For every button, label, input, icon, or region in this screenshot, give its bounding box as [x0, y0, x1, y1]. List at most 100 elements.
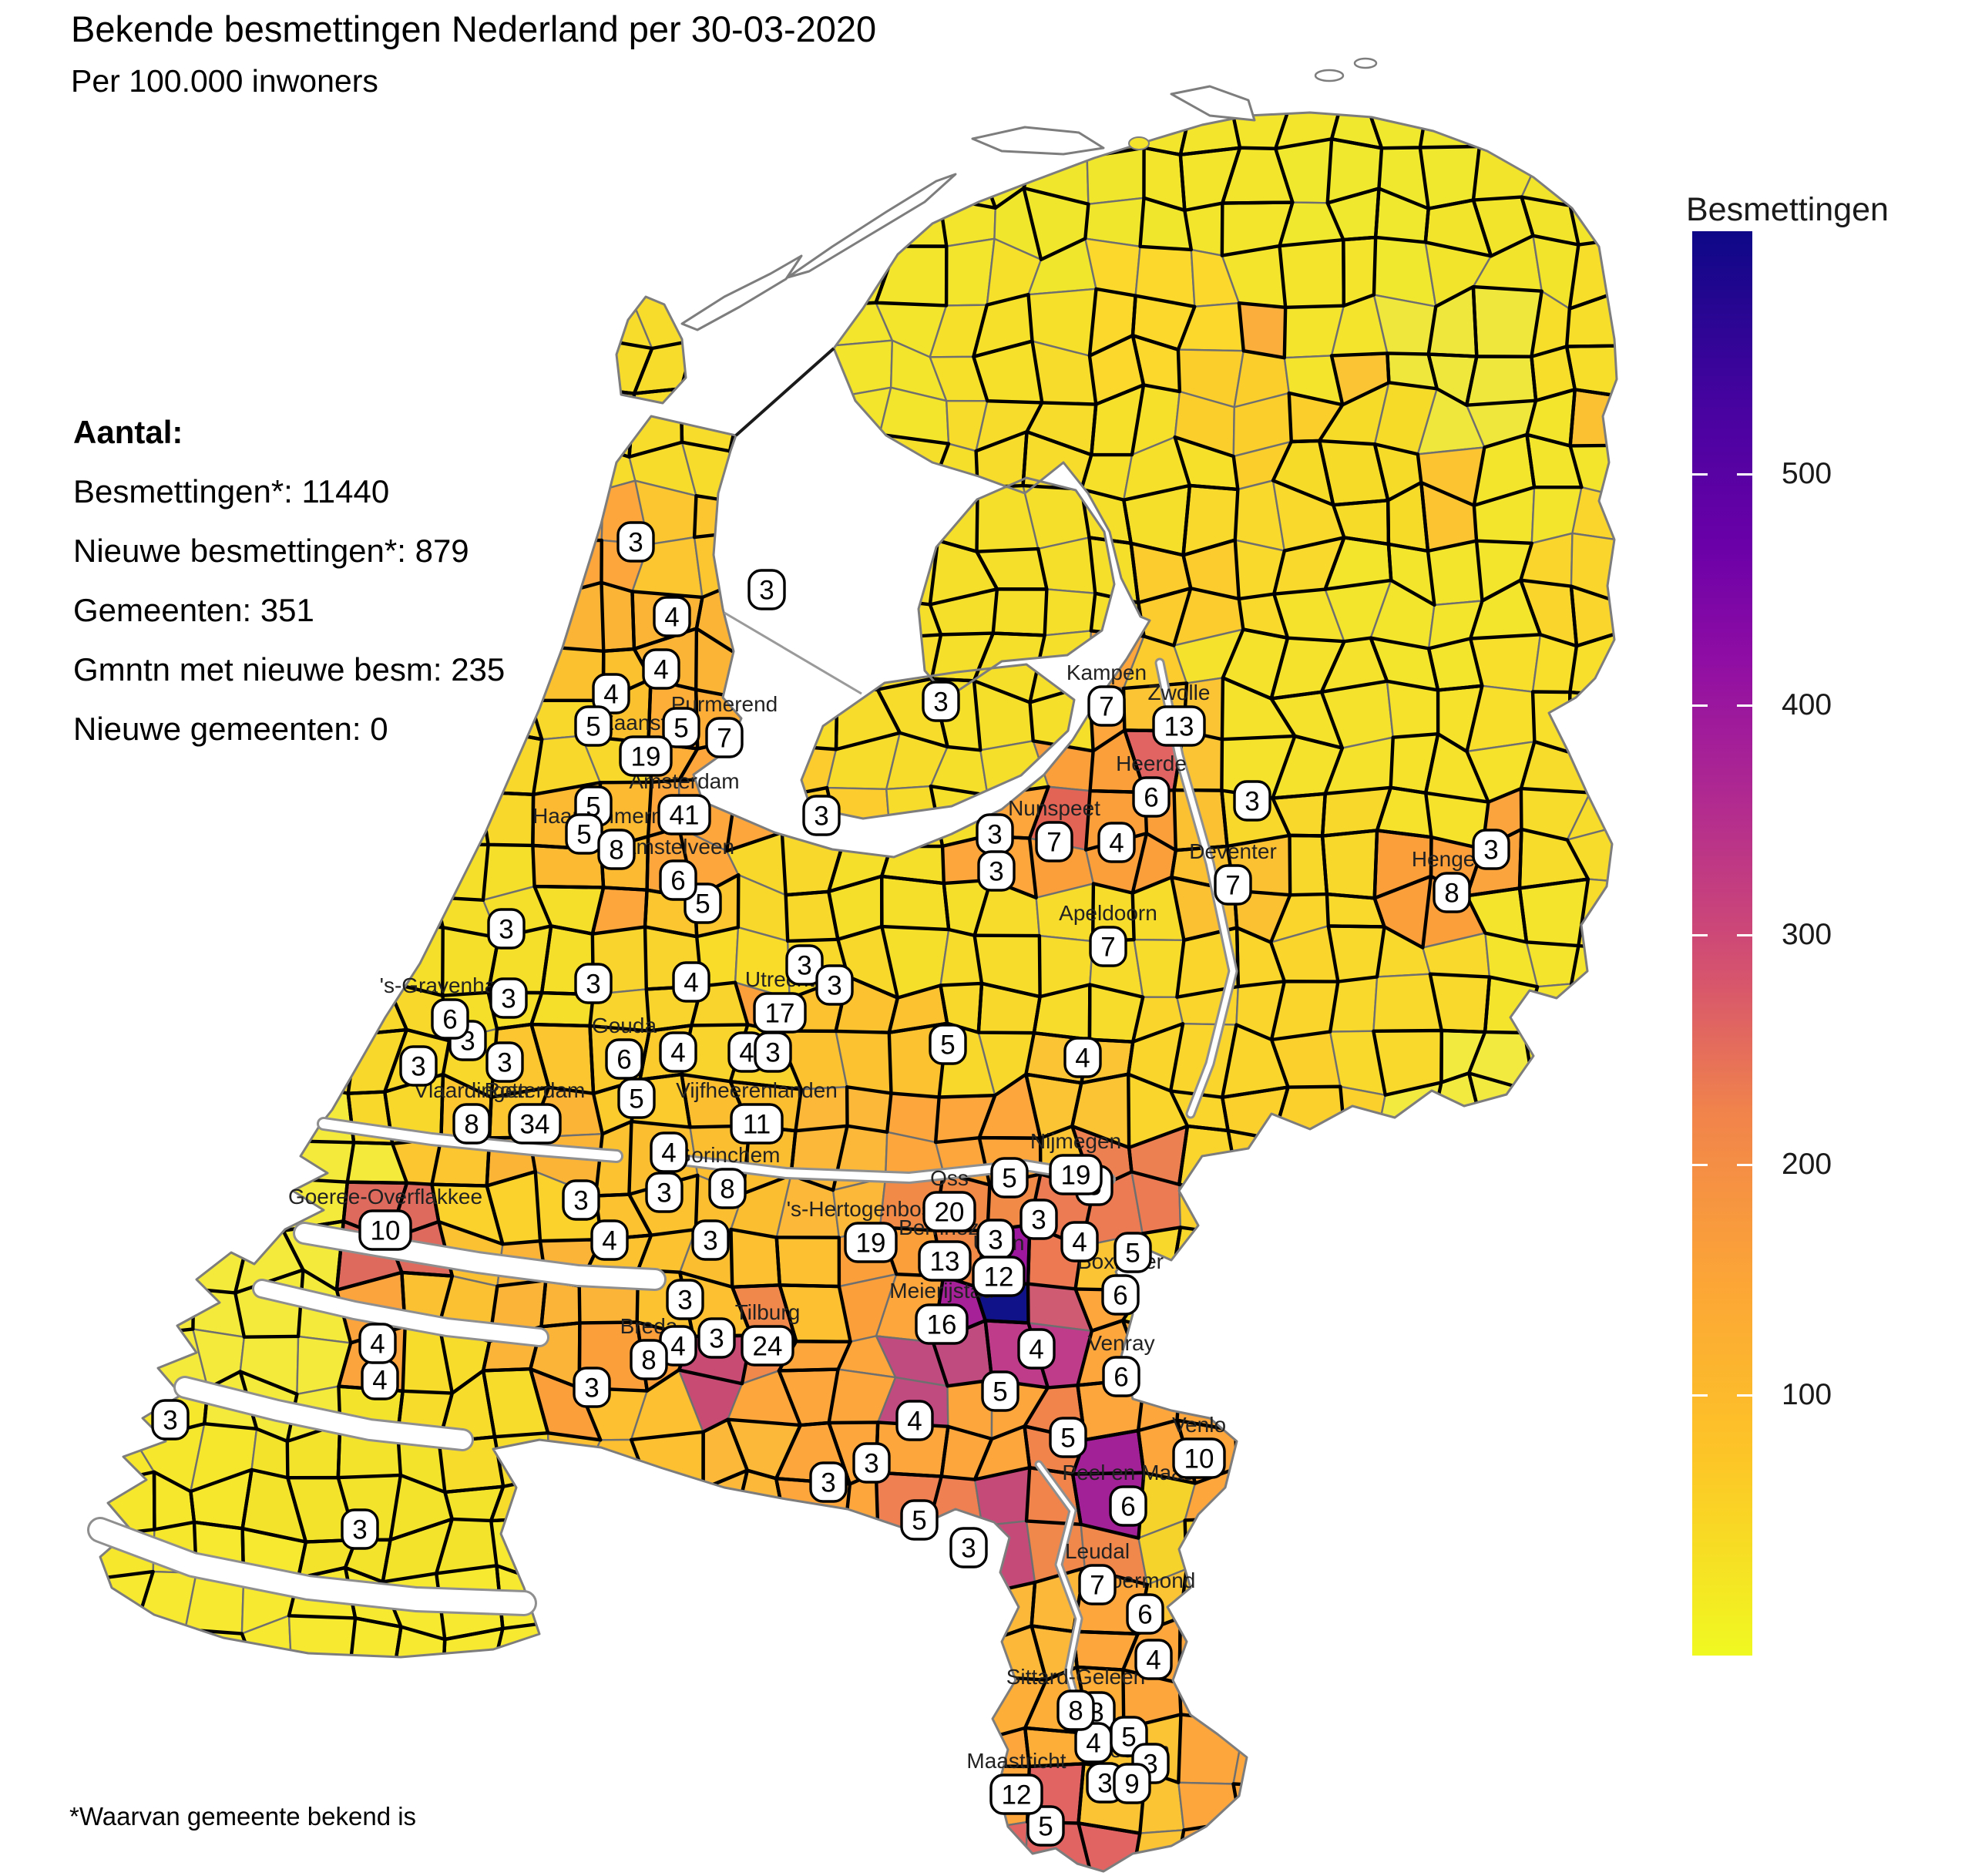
svg-text:3: 3 [988, 1225, 1003, 1256]
city-name: Leudal [1065, 1539, 1130, 1563]
svg-text:5: 5 [1038, 1812, 1053, 1842]
city-name: Venlo [1172, 1413, 1226, 1437]
value-badge: 4 [1060, 1221, 1099, 1262]
svg-text:19: 19 [856, 1229, 886, 1259]
value-badge: 4 [659, 1031, 697, 1073]
legend-tick-mark [1692, 1394, 1708, 1397]
city-name: Tilburg [735, 1300, 801, 1324]
value-badge: 4 [650, 1131, 688, 1173]
svg-text:8: 8 [720, 1175, 734, 1205]
city-name: Maastricht [966, 1749, 1066, 1773]
svg-text:7: 7 [717, 724, 731, 754]
svg-text:9: 9 [1124, 1770, 1139, 1800]
value-badge: 5 [662, 707, 700, 748]
value-badge: 6 [605, 1038, 643, 1080]
waterways [87, 657, 1238, 1731]
city-name: Nunspeet [1008, 796, 1100, 820]
svg-text:3: 3 [797, 951, 811, 981]
value-badge: 5 [1114, 1232, 1152, 1273]
value-badge: 4 [653, 596, 691, 637]
value-badge: 4 [672, 961, 710, 1003]
legend-tick-mark [1692, 704, 1708, 707]
stats-heading: Aantal: [73, 414, 183, 450]
value-badge: 3 [645, 1172, 684, 1213]
legend-tick-label: 300 [1782, 918, 1832, 951]
svg-text:4: 4 [664, 603, 679, 633]
value-badge: 10 [1172, 1437, 1226, 1479]
value-badge: 41 [657, 794, 711, 835]
svg-text:4: 4 [603, 680, 618, 710]
value-badge: 4 [895, 1400, 934, 1441]
value-badge: 3 [399, 1045, 438, 1087]
value-badge: 7 [1087, 685, 1126, 727]
svg-text:5: 5 [912, 1506, 926, 1536]
value-badge: 6 [1109, 1485, 1147, 1527]
legend-tick-mark [1737, 934, 1752, 936]
value-badge: 16 [915, 1303, 969, 1345]
svg-text:12: 12 [984, 1262, 1014, 1293]
value-badge: 7 [1214, 864, 1252, 906]
value-badge: 5 [929, 1024, 967, 1065]
value-badge: 11 [730, 1103, 784, 1145]
svg-text:6: 6 [1113, 1281, 1127, 1311]
city-name: Apeldoorn [1059, 901, 1157, 925]
legend-tick-mark [1692, 1164, 1708, 1166]
svg-text:4: 4 [1075, 1044, 1090, 1074]
svg-text:13: 13 [1164, 712, 1194, 742]
value-badge: 6 [1126, 1593, 1164, 1635]
svg-text:7: 7 [1100, 933, 1115, 963]
svg-text:6: 6 [1120, 1492, 1135, 1522]
svg-text:8: 8 [609, 835, 623, 866]
svg-text:3: 3 [573, 1186, 588, 1216]
svg-text:5: 5 [629, 1084, 643, 1115]
stat-line: Gmntn met nieuwe besm: 235 [73, 651, 506, 688]
svg-text:6: 6 [670, 866, 685, 896]
svg-text:4: 4 [602, 1226, 616, 1256]
value-badge: 17 [753, 992, 807, 1034]
value-badge: 3 [1233, 780, 1271, 822]
legend-tick-mark [1737, 473, 1752, 476]
legend-title: Besmettingen [1686, 191, 1889, 228]
svg-text:3: 3 [765, 1038, 780, 1068]
svg-text:4: 4 [1109, 829, 1124, 859]
svg-text:11: 11 [743, 1110, 771, 1140]
svg-text:12: 12 [1002, 1780, 1032, 1810]
value-badge: 5 [574, 705, 613, 747]
svg-text:5: 5 [1121, 1723, 1136, 1753]
svg-text:4: 4 [670, 1332, 685, 1362]
svg-text:3: 3 [1244, 787, 1259, 817]
value-badge: 3 [852, 1442, 891, 1484]
svg-text:10: 10 [1184, 1444, 1214, 1474]
value-badge: 5 [990, 1157, 1029, 1199]
afsluitdijk [734, 347, 835, 437]
value-badge: 3 [747, 569, 786, 610]
city-name: Oss [930, 1166, 969, 1190]
svg-text:3: 3 [821, 1468, 835, 1498]
value-badge: 3 [949, 1527, 988, 1568]
svg-text:3: 3 [586, 970, 600, 1000]
value-badge: 8 [597, 829, 636, 870]
legend-tick-label: 400 [1782, 688, 1832, 721]
svg-text:5: 5 [993, 1377, 1007, 1407]
value-badge: 3 [976, 1219, 1015, 1260]
value-badge: 6 [1132, 776, 1171, 818]
svg-text:41: 41 [670, 801, 700, 831]
value-badge: 8 [1056, 1689, 1095, 1731]
svg-text:3: 3 [657, 1178, 671, 1209]
svg-text:3: 3 [584, 1373, 599, 1404]
legend-tick-label: 200 [1782, 1148, 1832, 1181]
svg-text:6: 6 [1114, 1363, 1128, 1393]
value-badge: 4 [361, 1359, 399, 1400]
value-badge: 8 [708, 1168, 747, 1209]
value-badge: 3 [976, 813, 1014, 855]
svg-text:3: 3 [933, 688, 948, 718]
value-badge: 7 [1078, 1564, 1117, 1605]
legend-tick-mark [1737, 1164, 1752, 1166]
svg-text:6: 6 [616, 1045, 631, 1075]
value-badge: 3 [489, 977, 528, 1019]
svg-text:4: 4 [739, 1038, 754, 1068]
value-badge: 9 [1113, 1763, 1151, 1804]
svg-text:3: 3 [677, 1286, 692, 1316]
value-badge: 5 [900, 1499, 939, 1541]
